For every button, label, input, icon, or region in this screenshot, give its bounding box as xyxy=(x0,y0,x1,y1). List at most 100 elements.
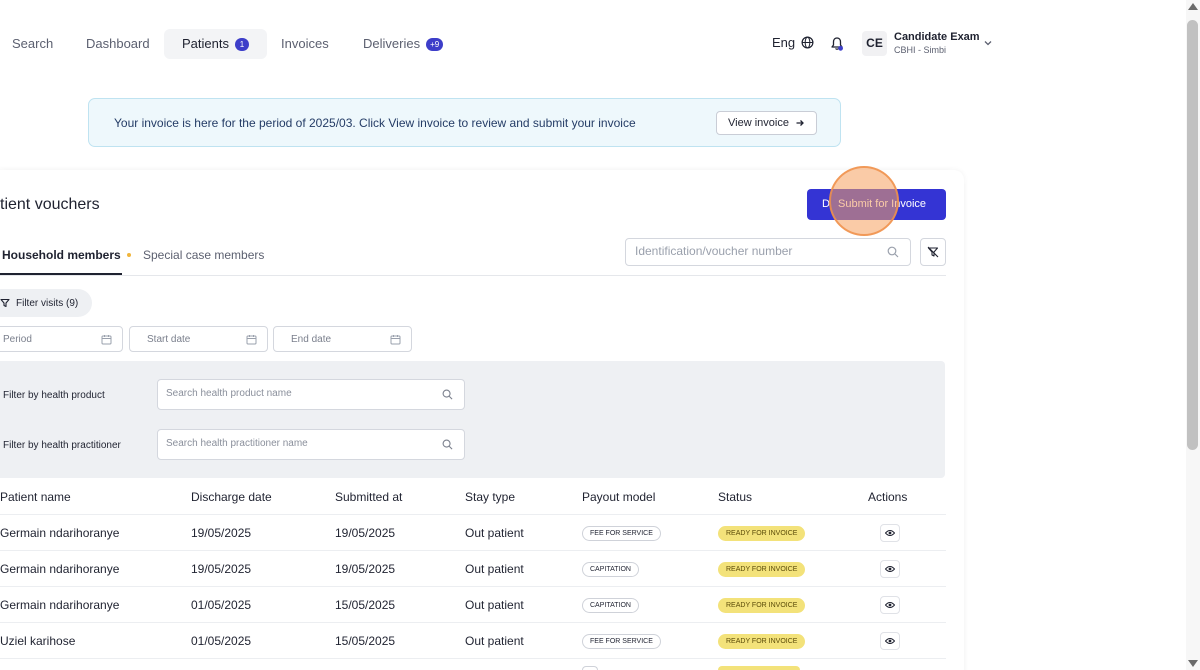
nav-dashboard[interactable]: Dashboard xyxy=(68,29,168,59)
voucher-search-input[interactable] xyxy=(635,244,875,258)
eye-icon xyxy=(885,638,895,644)
payout-model-badge: CAPITATION xyxy=(582,598,639,613)
avatar[interactable]: CE xyxy=(862,31,887,56)
column-header-discharge-date: Discharge date xyxy=(191,490,272,504)
deliveries-count-badge: +9 xyxy=(426,38,444,51)
period-placeholder: Period xyxy=(3,334,32,345)
tab-indicator-dot xyxy=(126,253,131,257)
invoice-banner: Your invoice is here for the period of 2… xyxy=(88,98,841,147)
submitted-at-cell: 19/05/2025 xyxy=(335,526,396,540)
column-header-status: Status xyxy=(718,490,753,504)
top-navigation: Search Dashboard Patients 1 Invoices Deli… xyxy=(0,0,1186,86)
calendar-icon xyxy=(101,335,112,345)
scroll-up-arrow-icon[interactable] xyxy=(1188,3,1198,10)
payout-model-badge: FEE FOR SERVICE xyxy=(582,634,661,649)
column-header-payout-model: Payout model xyxy=(582,490,656,504)
stay-type-cell: Out patient xyxy=(465,598,524,612)
search-icon xyxy=(442,389,453,400)
discharge-date-cell: 01/05/2025 xyxy=(191,634,252,648)
view-invoice-button[interactable]: View invoice xyxy=(716,111,817,135)
submitted-at-cell: 15/05/2025 xyxy=(335,634,396,648)
search-icon xyxy=(887,246,899,258)
filter-visits-label: Filter visits (9) xyxy=(16,297,79,309)
notifications-button[interactable] xyxy=(829,36,845,52)
column-header-submitted-at: Submitted at xyxy=(335,490,403,504)
row-divider xyxy=(0,658,946,659)
nav-invoices[interactable]: Invoices xyxy=(263,29,347,59)
discharge-date-cell: 19/05/2025 xyxy=(191,562,252,576)
nav-deliveries-label: Deliveries xyxy=(363,36,421,51)
submitted-at-cell: 15/05/2025 xyxy=(335,598,396,612)
start-date-placeholder: Start date xyxy=(147,334,191,345)
voucher-search-field[interactable] xyxy=(625,238,911,266)
patient-name-cell: Germain ndarihoranye xyxy=(0,562,120,576)
arrow-right-icon xyxy=(796,120,804,126)
start-date-field[interactable]: Start date xyxy=(129,326,268,352)
stay-type-cell: Out patient xyxy=(465,562,524,576)
health-product-search-input[interactable] xyxy=(166,388,426,399)
active-tab-underline xyxy=(0,273,122,275)
row-divider xyxy=(0,586,946,587)
discharge-date-cell: 01/05/2025 xyxy=(191,598,252,612)
health-practitioner-filter-label: Filter by health practitioner xyxy=(3,440,121,451)
column-header-patient-name: Patient name xyxy=(0,490,71,504)
tab-household-members[interactable]: Household members xyxy=(2,248,131,262)
page-scrollbar[interactable] xyxy=(1186,0,1200,670)
globe-icon xyxy=(801,36,814,49)
clear-filter-button[interactable] xyxy=(920,238,946,266)
nav-patients[interactable]: Patients 1 xyxy=(164,29,267,59)
stay-type-cell: Out patient xyxy=(465,526,524,540)
patients-count-badge: 1 xyxy=(234,38,249,51)
table-row: Germain ndarihoranye 19/05/2025 19/05/20… xyxy=(0,551,946,587)
health-practitioner-search-field[interactable] xyxy=(157,429,465,460)
tabs-divider xyxy=(0,275,946,276)
health-product-filter-label: Filter by health product xyxy=(3,390,105,401)
health-product-search-field[interactable] xyxy=(157,379,465,410)
table-header-divider xyxy=(0,514,946,515)
scroll-down-arrow-icon[interactable] xyxy=(1188,660,1198,667)
view-row-button[interactable] xyxy=(880,560,900,578)
row-divider xyxy=(0,550,946,551)
submitted-at-cell: 19/05/2025 xyxy=(335,562,396,576)
tab-special-label: Special case members xyxy=(143,248,265,262)
status-badge: READY FOR INVOICE xyxy=(718,562,806,577)
status-badge-partial xyxy=(718,666,800,670)
scrollbar-thumb[interactable] xyxy=(1187,20,1198,450)
end-date-field[interactable]: End date xyxy=(273,326,412,352)
nav-patients-label: Patients xyxy=(182,36,229,51)
filter-icon xyxy=(0,298,10,308)
calendar-icon xyxy=(246,335,257,345)
nav-search-label: Search xyxy=(12,36,54,51)
table-row: Uziel karihose 01/05/2025 15/05/2025 Out… xyxy=(0,623,946,659)
eye-icon xyxy=(885,566,895,572)
payout-model-badge: FEE FOR SERVICE xyxy=(582,526,661,541)
nav-deliveries[interactable]: Deliveries +9 xyxy=(345,29,461,59)
status-badge: READY FOR INVOICE xyxy=(718,598,806,613)
view-row-button[interactable] xyxy=(880,596,900,614)
submit-button-prefix: D xyxy=(822,198,830,210)
stay-type-cell: Out patient xyxy=(465,634,524,648)
tab-household-label: Household members xyxy=(2,248,121,262)
submit-for-invoice-button[interactable]: D Submit for Invoice xyxy=(807,189,946,220)
view-row-button[interactable] xyxy=(880,632,900,650)
nav-invoices-label: Invoices xyxy=(281,36,329,51)
tab-special-case-members[interactable]: Special case members xyxy=(143,248,264,262)
patient-name-cell: Germain ndarihoranye xyxy=(0,526,120,540)
health-practitioner-search-input[interactable] xyxy=(166,438,426,449)
patient-name-cell: Germain ndarihoranye xyxy=(0,598,120,612)
view-invoice-label: View invoice xyxy=(728,117,789,129)
bell-icon xyxy=(831,37,843,51)
column-header-actions: Actions xyxy=(868,490,908,504)
filter-visits-button[interactable]: Filter visits (9) xyxy=(0,289,92,317)
payout-model-badge-partial xyxy=(582,666,598,670)
language-selector[interactable]: Eng xyxy=(772,35,814,50)
nav-dashboard-label: Dashboard xyxy=(86,36,150,51)
user-name[interactable]: Candidate Exam xyxy=(894,31,980,43)
banner-message: Your invoice is here for the period of 2… xyxy=(114,116,636,130)
view-row-button[interactable] xyxy=(880,524,900,542)
payout-model-badge: CAPITATION xyxy=(582,562,639,577)
chevron-down-icon[interactable] xyxy=(983,38,993,48)
nav-search[interactable]: Search xyxy=(0,29,71,59)
eye-icon xyxy=(885,530,895,536)
period-field[interactable]: Period xyxy=(0,326,123,352)
